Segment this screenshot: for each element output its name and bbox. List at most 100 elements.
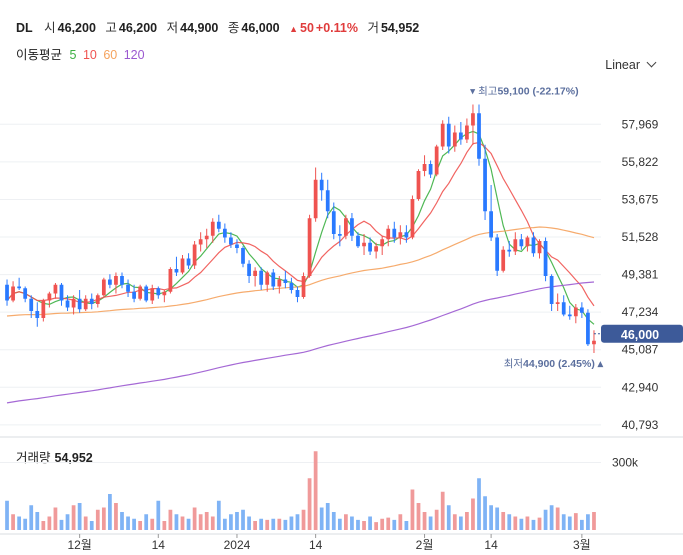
candle-body xyxy=(301,276,306,297)
volume-bars xyxy=(5,451,596,530)
volume-bar xyxy=(428,516,433,530)
volume-bar xyxy=(35,512,40,530)
volume-bar xyxy=(567,516,572,530)
volume-bar xyxy=(519,518,524,530)
volume-bar xyxy=(543,509,548,530)
candle-body xyxy=(35,311,40,318)
volume-panel-label: 거래량 xyxy=(16,451,51,465)
candle-body xyxy=(549,276,554,304)
candle-body xyxy=(156,288,161,296)
candle-body xyxy=(531,237,536,254)
volume-bar xyxy=(77,503,82,530)
candle-body xyxy=(561,302,566,315)
volume-bar xyxy=(241,509,245,530)
candle-body xyxy=(507,249,512,252)
volume-bar xyxy=(247,516,251,530)
candle-body xyxy=(543,241,548,276)
volume-bar xyxy=(5,500,9,530)
volume-bar xyxy=(537,517,542,530)
candle-body xyxy=(229,237,233,245)
candle-body xyxy=(368,242,372,252)
volume-bar xyxy=(204,512,209,530)
scale-dropdown[interactable]: Linear xyxy=(605,57,657,72)
volume-bar xyxy=(531,519,536,530)
candle-body xyxy=(392,228,397,238)
candle-body xyxy=(174,269,179,273)
ma-10-label[interactable]: 10 xyxy=(82,48,97,62)
candle-body xyxy=(144,286,149,301)
volume-bar xyxy=(392,519,397,530)
volume-bar xyxy=(229,514,233,530)
candle-body xyxy=(120,276,124,285)
volume-bar xyxy=(307,478,312,530)
volume-bar xyxy=(277,518,282,530)
x-tick-label: 14 xyxy=(309,538,323,552)
open-label: 시 xyxy=(44,21,56,35)
candle-body xyxy=(283,279,288,283)
candle-body xyxy=(235,244,239,248)
candle-body xyxy=(241,248,245,264)
y-tick-label: 51,528 xyxy=(622,230,659,244)
volume-bar xyxy=(586,514,590,530)
ma-60-label[interactable]: 60 xyxy=(103,48,118,62)
volume-bar xyxy=(222,518,227,530)
y-tick-label: 45,087 xyxy=(622,343,659,357)
candle-body xyxy=(71,298,76,308)
grid-lines xyxy=(0,123,683,535)
volume-bar xyxy=(501,512,506,530)
annotations: 46,000 ▾ 최고59,100 (-22.17%) 최저44,900 (2.45… xyxy=(470,86,683,370)
volume-bar xyxy=(29,505,34,530)
moving-averages xyxy=(6,130,595,404)
volume-bar xyxy=(156,500,161,530)
candle-body xyxy=(192,244,197,266)
volume-bar xyxy=(295,514,300,530)
volume-bar xyxy=(356,519,360,530)
volume-bar xyxy=(95,509,100,530)
candle-body xyxy=(271,272,276,287)
volume-bar xyxy=(132,518,136,530)
ma-5-label[interactable]: 5 xyxy=(69,48,77,62)
volume-bar xyxy=(458,516,463,530)
candle-body xyxy=(555,302,560,304)
y-tick-label: 57,969 xyxy=(622,117,659,131)
min-annotation: 최저44,900 (2.45%) ▴ xyxy=(504,358,604,370)
volume-panel-title: 거래량 54,952 xyxy=(16,447,93,466)
candle-body xyxy=(374,246,379,252)
volume-bar xyxy=(386,517,391,530)
ma-120-label[interactable]: 120 xyxy=(123,48,145,62)
candle-body xyxy=(216,221,221,229)
candle-body xyxy=(331,211,336,234)
volume-bar xyxy=(283,519,288,530)
volume-bar xyxy=(150,518,155,530)
y-tick-label: 55,822 xyxy=(622,155,659,169)
candle-body xyxy=(344,218,348,236)
candle-body xyxy=(495,237,500,271)
candle-body xyxy=(89,298,94,304)
volume-bar xyxy=(368,516,372,530)
ma-legend[interactable]: 이동평균 5 10 60 120 xyxy=(16,44,149,63)
volume-bar xyxy=(374,522,379,530)
change-pct: +0.11% xyxy=(315,21,358,35)
candle-body xyxy=(416,171,421,199)
candles xyxy=(5,104,596,353)
volume-bar xyxy=(301,509,306,530)
candle-body xyxy=(126,284,130,292)
volume-bar xyxy=(17,516,22,530)
volume-bar xyxy=(114,503,118,530)
volume-bar xyxy=(477,478,481,530)
candle-body xyxy=(501,249,506,271)
volume-bar xyxy=(65,514,70,530)
candle-body xyxy=(307,218,312,276)
scale-mode-label: Linear xyxy=(605,58,640,72)
candle-body xyxy=(434,146,439,175)
candle-body xyxy=(428,164,433,175)
price-header: DL 시 46,200 고 46,200 저 44,900 종 46,000 ▲ 50 +0… xyxy=(16,17,425,36)
high-value: 46,200 xyxy=(118,21,158,35)
volume-bar xyxy=(259,518,264,530)
volume-bar xyxy=(174,514,179,530)
candle-body xyxy=(77,298,82,310)
volume-bar xyxy=(495,507,500,530)
candle-body xyxy=(477,113,481,159)
volume-bar xyxy=(549,505,554,530)
